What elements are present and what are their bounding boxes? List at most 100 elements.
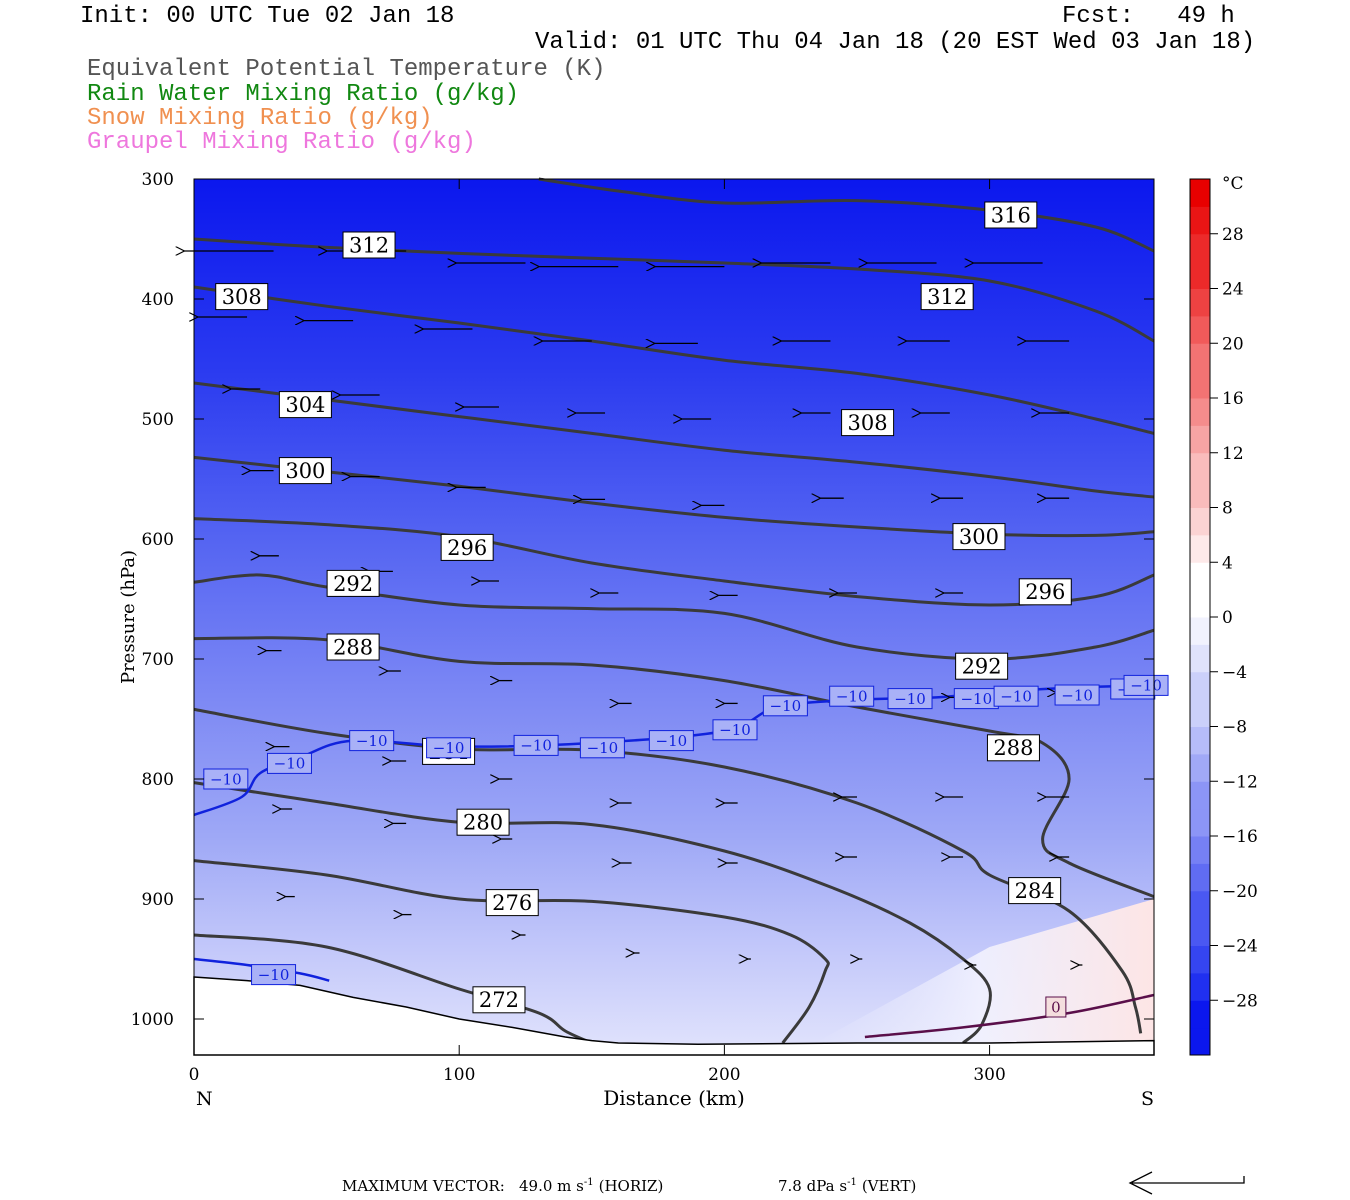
contour-labels: 316 312 312 308 308 304 300 300 296 296 292 292 288 2… bbox=[203, 201, 1169, 1018]
colorbar-segment bbox=[1190, 288, 1210, 317]
theta-e-contour-280 bbox=[193, 781, 992, 1045]
theta-e-contour-316 bbox=[538, 177, 1155, 253]
temperature-label-box bbox=[1054, 684, 1100, 706]
temperature-label-box bbox=[648, 730, 694, 752]
colorbar-segment bbox=[1190, 1000, 1210, 1029]
y-tick-label: 300 bbox=[142, 170, 174, 190]
theta-e-label-288-box bbox=[326, 633, 380, 661]
colorbar-segment bbox=[1190, 753, 1210, 782]
x-tick-label: 300 bbox=[973, 1065, 1005, 1085]
temperature-label: −10 bbox=[210, 770, 242, 788]
x-end-label-north: N bbox=[196, 1088, 213, 1110]
colorbar-tick-label: 8 bbox=[1222, 499, 1233, 519]
theta-e-contour-272 bbox=[193, 933, 593, 1045]
theta-e-label-296: 296 bbox=[1025, 580, 1065, 604]
temperature-label: −10 bbox=[656, 732, 688, 750]
theta-e-label-316-box bbox=[984, 201, 1038, 229]
max-vector-footer: MAXIMUM VECTOR: 49.0 m s-1 (HORIZ) 7.8 dP… bbox=[342, 1171, 1245, 1195]
colorbar-tick-label: −8 bbox=[1222, 718, 1247, 738]
temperature-label-box bbox=[266, 752, 312, 774]
x-tick-label: 100 bbox=[443, 1065, 475, 1085]
temperature-contour-0 bbox=[864, 993, 1155, 1039]
colorbar-segment bbox=[1190, 507, 1210, 536]
colorbar-segment bbox=[1190, 781, 1210, 810]
temperature-label-box bbox=[1045, 996, 1067, 1018]
colorbar-segment bbox=[1190, 398, 1210, 426]
temperature-label: −10 bbox=[1061, 686, 1093, 704]
colorbar-tick-label: −16 bbox=[1222, 827, 1258, 847]
colorbar-segment bbox=[1190, 534, 1210, 563]
colorbar-tick-label: −28 bbox=[1222, 991, 1258, 1011]
colorbar-tick-label: −4 bbox=[1222, 663, 1247, 683]
colorbar-segment bbox=[1190, 617, 1210, 645]
colorbar-tick-label: −12 bbox=[1222, 772, 1258, 792]
forecast-hour: Fcst: 49 h bbox=[1062, 3, 1235, 30]
colorbar-tick-label: 12 bbox=[1222, 444, 1244, 464]
theta-e-label-316: 316 bbox=[991, 203, 1031, 227]
colorbar-segment bbox=[1190, 589, 1210, 618]
theta-e-label-312-box bbox=[920, 283, 974, 311]
theta-e-label-300-box bbox=[952, 523, 1006, 551]
temperature-label: −10 bbox=[520, 737, 552, 755]
colorbar-segment bbox=[1190, 726, 1210, 755]
theta-e-label-276: 276 bbox=[492, 891, 532, 915]
x-axis-title: Distance (km) bbox=[603, 1086, 745, 1110]
colorbar-segment bbox=[1190, 863, 1210, 892]
y-axis-title: Pressure (hPa) bbox=[118, 550, 139, 684]
colorbar-segment bbox=[1190, 179, 1210, 207]
reference-vector-arrow bbox=[1128, 1171, 1245, 1195]
colorbar-segment bbox=[1190, 261, 1210, 289]
colorbar-tick-label: −20 bbox=[1222, 882, 1258, 902]
temperature-label-box bbox=[887, 688, 933, 710]
temperature-label-box bbox=[762, 695, 808, 717]
colorbar-unit: °C bbox=[1222, 174, 1244, 194]
x-tick-label: 0 bbox=[189, 1065, 200, 1085]
colorbar-segment bbox=[1190, 945, 1210, 974]
theta-e-label-308: 308 bbox=[222, 285, 262, 309]
theta-e-label-292-box bbox=[955, 652, 1009, 680]
temperature-label-box bbox=[513, 734, 559, 756]
theta-e-label-300-box bbox=[278, 457, 332, 485]
theta-e-label-296-box bbox=[1018, 578, 1072, 606]
temperature-label: −10 bbox=[258, 966, 290, 984]
colorbar-segment bbox=[1190, 671, 1210, 700]
colorbar-segment bbox=[1190, 233, 1210, 262]
colorbar-segment bbox=[1190, 699, 1210, 727]
colorbar-tick-label: 4 bbox=[1222, 553, 1233, 573]
temperature-label: −10 bbox=[274, 755, 306, 773]
colorbar-tick-label: 0 bbox=[1222, 608, 1233, 628]
temperature-label-box bbox=[579, 737, 625, 759]
theta-e-label-296-box bbox=[440, 533, 494, 561]
colorbar-segment bbox=[1190, 1027, 1210, 1056]
colorbar-segment bbox=[1190, 343, 1210, 372]
colorbar-segment bbox=[1190, 972, 1210, 1001]
theta-e-label-280: 280 bbox=[463, 811, 503, 835]
theta-e-label-292-box bbox=[326, 569, 380, 597]
plot-background bbox=[194, 179, 1154, 1055]
temperature-label: −10 bbox=[587, 739, 619, 757]
temperature-label: −10 bbox=[356, 732, 388, 750]
colorbar-segment bbox=[1190, 425, 1210, 454]
theta-e-label-296: 296 bbox=[447, 536, 487, 560]
temperature-label: −10 bbox=[1000, 687, 1032, 705]
theta-e-label-288: 288 bbox=[333, 635, 373, 659]
colorbar-segment bbox=[1190, 808, 1210, 837]
colorbar-segment bbox=[1190, 480, 1210, 508]
plot-frame bbox=[193, 178, 1155, 1056]
theta-e-contour-276 bbox=[193, 859, 830, 1044]
temperature-label-box bbox=[712, 719, 758, 741]
colorbar-tick-label: 28 bbox=[1222, 225, 1244, 245]
theta-e-label-300: 300 bbox=[285, 459, 325, 483]
theta-e-label-288-box bbox=[986, 734, 1040, 762]
x-end-label-south: S bbox=[1141, 1088, 1154, 1110]
colorbar-segment bbox=[1190, 644, 1210, 673]
y-tick-label: 400 bbox=[142, 290, 174, 310]
init-time: Init: 00 UTC Tue 02 Jan 18 bbox=[80, 3, 455, 30]
temperature-label-box bbox=[251, 964, 297, 986]
colorbar-segment bbox=[1190, 315, 1210, 344]
colorbar-segment bbox=[1190, 206, 1210, 235]
y-tick-label: 1000 bbox=[131, 1010, 174, 1030]
legend-graupel: Graupel Mixing Ratio (g/kg) bbox=[87, 129, 476, 156]
theta-e-contour-300 bbox=[193, 455, 1155, 538]
colorbar-tick-label: 20 bbox=[1222, 334, 1244, 354]
